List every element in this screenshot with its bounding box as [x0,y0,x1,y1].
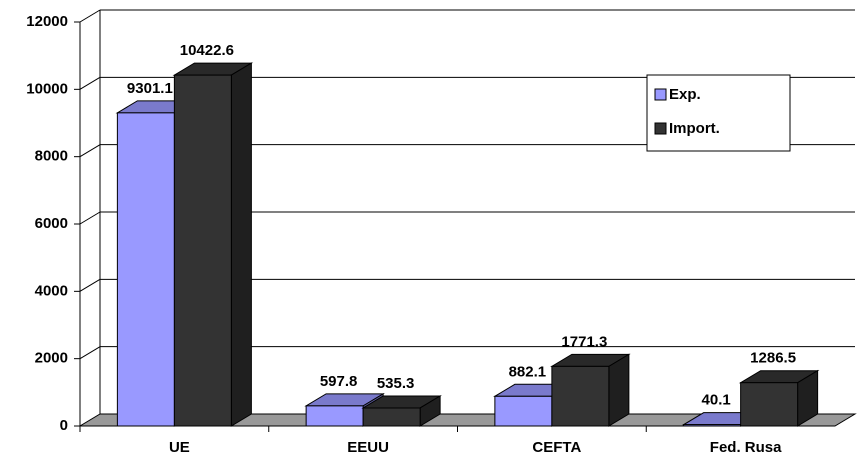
data-label: 882.1 [509,363,547,380]
grid-line-side [79,9,101,23]
data-label: 10422.6 [180,42,234,59]
x-tick-label: CEFTA [532,439,581,456]
bar [740,382,799,427]
x-tick-label: EEUU [347,439,389,456]
data-label: 535.3 [377,375,415,392]
bar-side [230,62,252,427]
bar [551,365,610,427]
y-tick-label: 0 [60,417,68,434]
bar [116,112,175,427]
y-tick-label: 8000 [35,148,68,165]
grid-line-side [79,346,101,360]
bar [305,405,364,427]
grid-line-side [79,144,101,158]
bar-side [608,353,630,427]
data-label: 9301.1 [127,80,173,97]
data-label: 40.1 [702,392,731,409]
y-tick-label: 4000 [35,282,68,299]
y-tick-label: 2000 [35,350,68,367]
bar [494,395,553,427]
y-tick-label: 10000 [26,80,68,97]
grid-line-side [79,278,101,292]
legend-label: Exp. [669,86,701,103]
legend-label: Import. [669,120,720,137]
grid-line-side [79,76,101,90]
bar [173,74,232,427]
x-tick-label: Fed. Rusa [710,439,782,456]
x-tick-label: UE [169,439,190,456]
grid-line-side [79,211,101,225]
data-label: 1771.3 [561,333,607,350]
legend-swatch [654,88,667,101]
y-tick-label: 6000 [35,215,68,232]
bar [362,407,421,427]
data-label: 1286.5 [750,350,796,367]
legend-box [646,74,791,152]
legend-swatch [654,122,667,135]
data-label: 597.8 [320,373,358,390]
y-tick-label: 12000 [26,13,68,30]
